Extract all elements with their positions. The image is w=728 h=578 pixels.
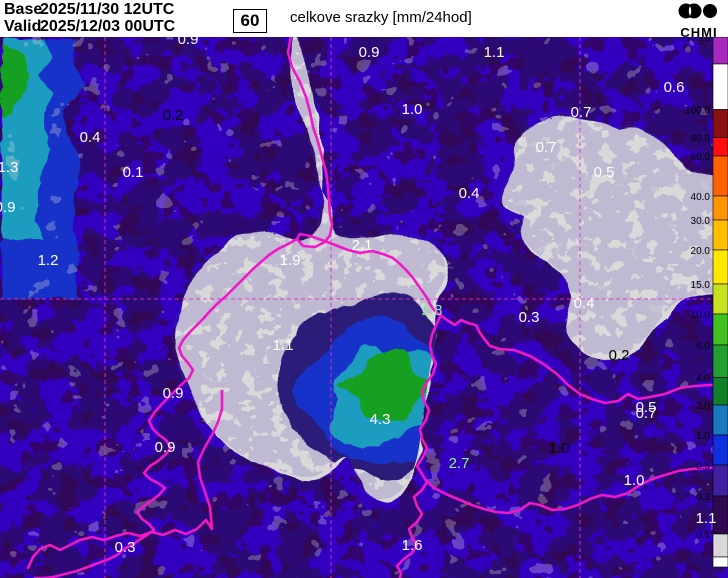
svg-text:1.2: 1.2 <box>38 252 59 269</box>
svg-text:80.0: 80.0 <box>691 134 711 145</box>
svg-text:>100.0: >100.0 <box>679 37 710 44</box>
svg-text:1.0: 1.0 <box>549 440 570 457</box>
svg-text:1.1: 1.1 <box>484 44 505 61</box>
svg-text:0.9: 0.9 <box>155 439 176 456</box>
svg-text:1.1: 1.1 <box>273 337 294 354</box>
svg-text:20.0: 20.0 <box>691 246 711 257</box>
svg-text:0.9: 0.9 <box>359 44 380 61</box>
svg-text:0.9: 0.9 <box>0 199 15 216</box>
svg-text:4.3: 4.3 <box>370 411 391 428</box>
svg-text:1.1: 1.1 <box>696 510 717 527</box>
svg-text:100.0: 100.0 <box>685 106 710 117</box>
svg-text:0.3: 0.3 <box>115 539 136 556</box>
svg-text:1.6: 1.6 <box>402 537 423 554</box>
svg-text:0.4: 0.4 <box>459 185 480 202</box>
svg-text:0.7: 0.7 <box>536 139 557 156</box>
svg-text:0.1: 0.1 <box>696 530 710 541</box>
svg-text:1.0: 1.0 <box>402 101 423 118</box>
svg-text:0.5: 0.5 <box>594 164 615 181</box>
svg-text:0.7: 0.7 <box>571 104 592 121</box>
svg-text:0.2: 0.2 <box>609 347 630 364</box>
svg-text:0.9: 0.9 <box>178 37 199 48</box>
svg-text:2.1: 2.1 <box>352 237 373 254</box>
svg-text:0.6: 0.6 <box>664 79 685 96</box>
svg-text:0.3: 0.3 <box>696 492 710 503</box>
svg-text:10.0: 10.0 <box>691 310 711 321</box>
svg-text:0.4: 0.4 <box>80 129 101 146</box>
svg-text:30.0: 30.0 <box>691 216 711 227</box>
svg-text:0.1: 0.1 <box>123 164 144 181</box>
svg-text:4.0: 4.0 <box>696 374 710 385</box>
svg-text:6.0: 6.0 <box>696 341 710 352</box>
svg-text:0.2: 0.2 <box>163 107 184 124</box>
svg-text:1.0: 1.0 <box>624 472 645 489</box>
svg-text:0.5: 0.5 <box>696 461 710 472</box>
svg-text:2.0: 2.0 <box>696 401 710 412</box>
svg-text:1.9: 1.9 <box>280 252 301 269</box>
svg-text:0.9: 0.9 <box>163 385 184 402</box>
svg-text:0.4: 0.4 <box>574 295 595 312</box>
svg-text:2.8: 2.8 <box>422 302 443 319</box>
svg-text:0.3: 0.3 <box>519 309 540 326</box>
svg-text:40.0: 40.0 <box>691 192 711 203</box>
svg-text:1.0: 1.0 <box>696 431 710 442</box>
svg-text:60.0: 60.0 <box>691 152 711 163</box>
svg-text:1.3: 1.3 <box>0 159 18 176</box>
svg-text:0.7: 0.7 <box>636 405 657 422</box>
svg-text:15.0: 15.0 <box>691 280 711 291</box>
svg-text:2.7: 2.7 <box>449 455 470 472</box>
